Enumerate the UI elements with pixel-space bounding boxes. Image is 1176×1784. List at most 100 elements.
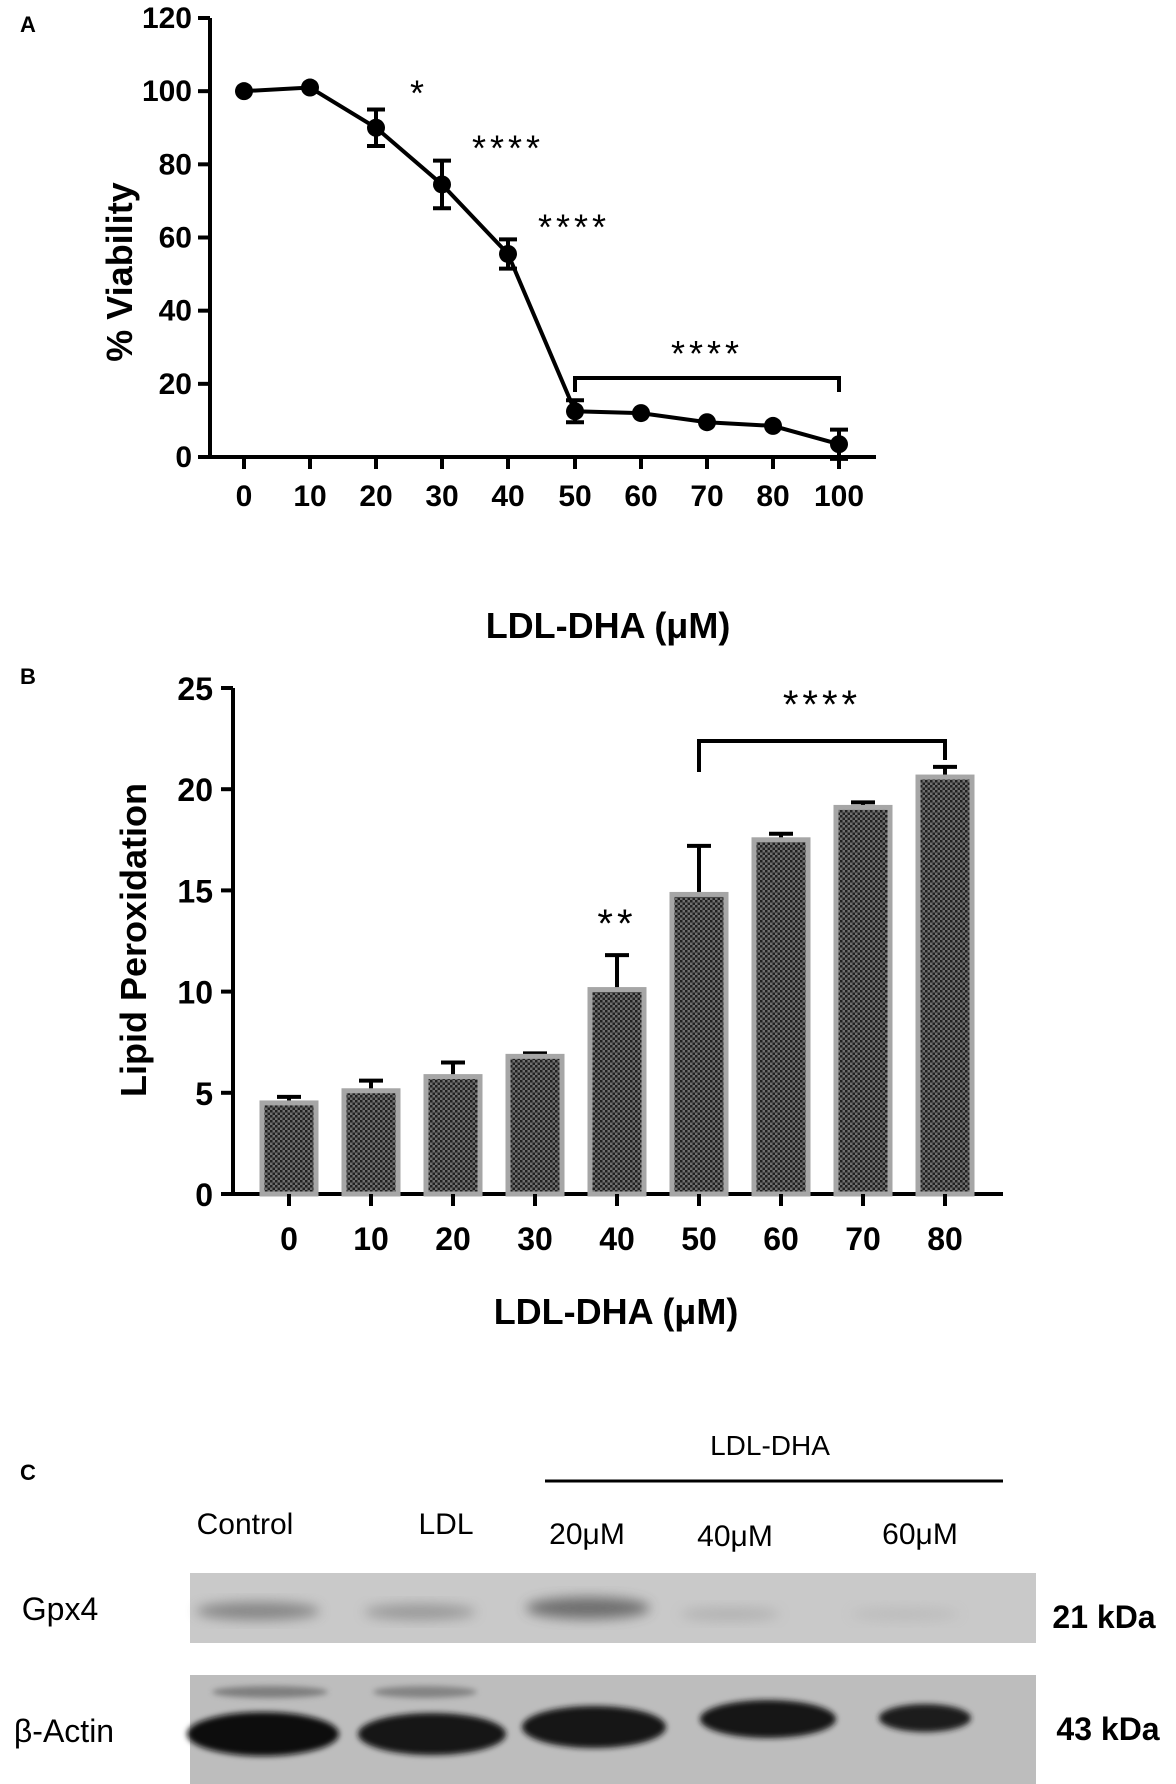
panel-b-x-tick-label: 20 bbox=[435, 1221, 471, 1257]
panel-b-bar bbox=[833, 804, 893, 1197]
panel-b-x-ticks: 0 10 20 30 40 50 60 70 80 bbox=[280, 1194, 963, 1257]
panel-b-bar bbox=[423, 1074, 483, 1197]
gpx4-label: Gpx4 bbox=[22, 1591, 98, 1627]
gpx4-size: 21 kDa bbox=[1052, 1599, 1155, 1635]
panel-b-x-tick-label: 50 bbox=[681, 1221, 717, 1257]
panel-b-bracket: **** bbox=[697, 683, 947, 772]
panel-a-x-tick-label: 100 bbox=[814, 480, 864, 513]
panel-a-y-ticks: 0 20 40 60 80 100 120 bbox=[142, 2, 210, 474]
panel-a-significance: **** bbox=[538, 206, 610, 247]
panel-b-y-tick-label: 0 bbox=[195, 1177, 213, 1213]
panel-a-y-tick-label: 120 bbox=[142, 2, 192, 35]
treatment-label: LDL-DHA bbox=[710, 1430, 830, 1461]
panel-a-data-point bbox=[235, 82, 253, 101]
lane-label-20um: 20μM bbox=[549, 1518, 625, 1551]
panel-a-significance: **** bbox=[472, 128, 544, 169]
panel-b-bar bbox=[341, 1088, 401, 1197]
panel-b-x-tick-label: 70 bbox=[845, 1221, 881, 1257]
panel-b-y-tick-label: 20 bbox=[177, 772, 213, 808]
panel-a-x-tick-label: 70 bbox=[690, 480, 723, 513]
panel-b-y-tick-label: 10 bbox=[177, 975, 213, 1011]
panel-a-bracket-line bbox=[573, 376, 841, 392]
panel-a-annotations: ********* bbox=[410, 72, 610, 247]
lane-label-60um: 60μM bbox=[882, 1518, 958, 1551]
panel-a-data-point bbox=[632, 404, 650, 423]
actin-band-40um bbox=[700, 1700, 836, 1738]
actin-band-60um bbox=[879, 1704, 971, 1732]
panel-b-significance: ** bbox=[597, 902, 636, 946]
panel-b-letter: B bbox=[20, 664, 36, 689]
panel-b-x-tick-label: 10 bbox=[353, 1221, 389, 1257]
actin-band-ldl bbox=[358, 1713, 506, 1755]
panel-b-annotations: ** bbox=[597, 902, 636, 946]
panel-a-x-tick-label: 20 bbox=[359, 480, 392, 513]
lane-label-ldl: LDL bbox=[418, 1508, 473, 1541]
panel-c: C LDL-DHA Control LDL 20μM 40μM 60μM Gpx… bbox=[14, 1430, 1160, 1784]
actin-band-20um bbox=[522, 1706, 666, 1748]
panel-a-data-point bbox=[698, 413, 716, 432]
panel-a-y-tick-label: 100 bbox=[142, 75, 192, 108]
gpx4-band-control bbox=[196, 1602, 320, 1620]
panel-a-error-bars bbox=[367, 107, 848, 461]
panel-a-data-point bbox=[830, 435, 848, 454]
panel-a-x-tick-label: 60 bbox=[624, 480, 657, 513]
gpx4-band-40um bbox=[680, 1607, 780, 1621]
panel-a-x-tick-label: 30 bbox=[425, 480, 458, 513]
panel-a-y-tick-label: 80 bbox=[159, 148, 192, 181]
panel-a-significance: * bbox=[410, 72, 428, 113]
panel-a-data-point bbox=[433, 175, 451, 194]
panel-b-x-tick-label: 40 bbox=[599, 1221, 635, 1257]
panel-b-y-axis-label: Lipid Peroxidation bbox=[113, 783, 154, 1097]
panel-b-x-axis-label: LDL-DHA (μM) bbox=[494, 1291, 739, 1332]
panel-b-y-tick-label: 5 bbox=[195, 1076, 213, 1112]
panel-a-x-axis-label: LDL-DHA (μM) bbox=[486, 605, 731, 646]
panel-a-data-point bbox=[764, 416, 782, 435]
panel-a-data-point bbox=[566, 402, 584, 421]
panel-b-x-tick-label: 0 bbox=[280, 1221, 298, 1257]
viability-line bbox=[243, 85, 840, 447]
panel-a-bracket: **** bbox=[573, 333, 841, 392]
panel-b-bar bbox=[915, 774, 975, 1197]
panel-a-letter: A bbox=[20, 12, 36, 37]
gpx4-band-ldl bbox=[364, 1604, 476, 1620]
panel-a-x-tick-label: 50 bbox=[558, 480, 591, 513]
panel-b-bars bbox=[259, 774, 975, 1197]
panel-b-bracket-label: **** bbox=[783, 683, 861, 727]
panel-b-x-tick-label: 30 bbox=[517, 1221, 553, 1257]
panel-a-y-tick-label: 40 bbox=[159, 295, 192, 328]
panel-a-bracket-label: **** bbox=[671, 333, 743, 374]
actin-band-control bbox=[187, 1712, 339, 1756]
gpx4-blot-strip bbox=[190, 1573, 1036, 1643]
panel-a-x-tick-label: 40 bbox=[491, 480, 524, 513]
panel-b-y-tick-label: 15 bbox=[177, 873, 213, 909]
panel-a-y-tick-label: 0 bbox=[175, 441, 192, 474]
actin-blot-strip bbox=[187, 1675, 1036, 1784]
panel-b-x-tick-label: 60 bbox=[763, 1221, 799, 1257]
panel-b-x-tick-label: 80 bbox=[927, 1221, 963, 1257]
panel-a-data-point bbox=[499, 244, 517, 263]
panel-a-x-tick-label: 80 bbox=[756, 480, 789, 513]
panel-b-bar bbox=[505, 1053, 565, 1197]
actin-label: β-Actin bbox=[14, 1713, 114, 1749]
panel-a-x-tick-label: 0 bbox=[236, 480, 253, 513]
panel-b-bar bbox=[751, 837, 811, 1197]
panel-a-y-tick-label: 20 bbox=[159, 368, 192, 401]
lane-label-control: Control bbox=[197, 1508, 294, 1541]
panel-a-data-point bbox=[301, 78, 319, 97]
panel-a-points bbox=[235, 78, 848, 454]
panel-b-bar bbox=[669, 891, 729, 1197]
panel-b-bar bbox=[259, 1100, 319, 1197]
panel-b-y-ticks: 0 5 10 15 20 25 bbox=[177, 671, 233, 1213]
panel-b: B 0 5 10 15 20 25 0 10 20 30 40 50 60 70 80 ** **** L… bbox=[20, 664, 1003, 1332]
gpx4-band-60um bbox=[850, 1607, 960, 1621]
lane-label-40um: 40μM bbox=[697, 1520, 773, 1553]
panel-a-x-ticks: 0 10 20 30 40 50 60 70 80 100 bbox=[236, 457, 864, 513]
panel-b-bracket-line bbox=[697, 739, 947, 772]
panel-a: A 0 20 40 60 80 100 120 0 10 20 30 40 50 60 70 80 100 *… bbox=[20, 2, 876, 646]
panel-a-data-point bbox=[367, 118, 385, 137]
actin-size: 43 kDa bbox=[1056, 1711, 1159, 1747]
panel-a-x-tick-label: 10 bbox=[293, 480, 326, 513]
gpx4-band-20um bbox=[526, 1597, 650, 1619]
panel-a-y-tick-label: 60 bbox=[159, 222, 192, 255]
